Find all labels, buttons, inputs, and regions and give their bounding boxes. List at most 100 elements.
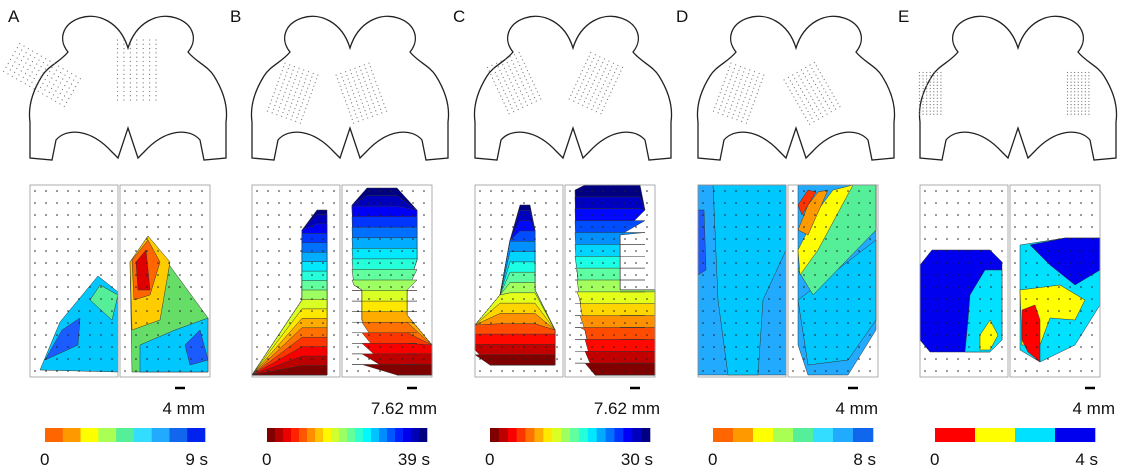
grid-dot [545, 286, 547, 288]
electrode-dot [801, 69, 803, 71]
grid-dot [724, 286, 726, 288]
electrode-dot [1074, 94, 1075, 95]
electrode-dot [599, 56, 601, 58]
electrode-dot [514, 89, 516, 91]
grid-dot [1058, 250, 1060, 252]
electrode-dot [371, 70, 373, 72]
colorbar-segment [315, 428, 323, 442]
grid-dot [379, 334, 381, 336]
grid-dot [67, 286, 69, 288]
electrode-dot [1078, 85, 1079, 86]
grid-dot [1069, 214, 1071, 216]
electrode-dot [62, 89, 64, 91]
electrode-dot [272, 96, 274, 98]
grid-dot [746, 202, 748, 204]
electrode-dot [51, 98, 53, 100]
grid-dot [346, 250, 348, 252]
electrode-dot [358, 91, 360, 93]
grid-dot [311, 238, 313, 240]
grid-dot [1080, 322, 1082, 324]
grid-dot [746, 286, 748, 288]
grid-dot [556, 274, 558, 276]
grid-dot [792, 214, 794, 216]
electrode-dot [576, 93, 578, 95]
grid-dot [56, 202, 58, 204]
grid-dot [1001, 322, 1003, 324]
electrode-dot [922, 107, 923, 108]
electrode-dot [722, 114, 724, 116]
electrode-dot [143, 57, 144, 58]
grid-dot [100, 322, 102, 324]
electrode-dot [758, 89, 760, 91]
grid-dot [836, 310, 838, 312]
electrode-dot [505, 106, 507, 108]
electrode-dot [503, 89, 505, 91]
colorbar-segment [499, 428, 508, 442]
electrode-dot [930, 82, 931, 83]
electrode-dot [34, 67, 36, 69]
grid-dot [501, 310, 503, 312]
grid-dot [300, 298, 302, 300]
electrode-dot [155, 44, 156, 45]
grid-dot [1069, 250, 1071, 252]
electrode-dot [595, 89, 597, 91]
electrode-dot [937, 85, 938, 86]
grid-dot [256, 286, 258, 288]
electrode-dot [378, 105, 380, 107]
electrode-dot [746, 93, 748, 95]
electrode-dot [520, 103, 522, 105]
grid-dot [322, 190, 324, 192]
grid-dot [490, 346, 492, 348]
electrode-dot [811, 77, 813, 79]
electrode-dot [143, 52, 144, 53]
electrode-dot [278, 94, 280, 96]
panel-label: B [230, 7, 241, 26]
grid-dot [869, 310, 871, 312]
grid-dot [379, 214, 381, 216]
grid-dot [401, 274, 403, 276]
electrode-dot [926, 94, 927, 95]
electrode-dot [919, 114, 920, 115]
grid-dot [523, 286, 525, 288]
grid-dot [1014, 214, 1016, 216]
grid-dot [390, 190, 392, 192]
grid-dot [89, 226, 91, 228]
electrode-dot [760, 82, 762, 84]
electrode-dot [61, 99, 63, 101]
electrode-dot [520, 90, 522, 92]
electrode-dot [363, 106, 365, 108]
electrode-dot [1074, 114, 1075, 115]
grid-dot [779, 286, 781, 288]
electrode-grid [1067, 72, 1090, 115]
electrode-dot [14, 72, 16, 74]
electrode-dot [754, 71, 756, 73]
electrode-dot [495, 72, 497, 74]
grid-dot [779, 238, 781, 240]
electrode-dot [930, 98, 931, 99]
electrode-dot [68, 98, 70, 100]
grid-dot [490, 358, 492, 360]
grid-dot [792, 358, 794, 360]
electrode-dot [304, 111, 306, 113]
grid-dot [56, 226, 58, 228]
electrode-dot [294, 79, 296, 81]
grid-dot [935, 310, 937, 312]
grid-dot [847, 334, 849, 336]
grid-dot [946, 322, 948, 324]
electrode-dot [523, 85, 525, 87]
electrode-dot [615, 68, 617, 70]
grid-dot [333, 274, 335, 276]
electrode-dot [727, 86, 729, 88]
electrode-dot [130, 82, 131, 83]
electrode-dot [598, 94, 600, 96]
grid-dot [278, 250, 280, 252]
grid-dot [869, 250, 871, 252]
grid-dot [968, 274, 970, 276]
colorbar-max: 8 s [853, 450, 876, 469]
grid-dot [635, 274, 637, 276]
electrode-dot [345, 71, 347, 73]
grid-dot [869, 238, 871, 240]
electrode-dot [599, 91, 601, 93]
grid-dot [78, 286, 80, 288]
grid-dot [836, 334, 838, 336]
